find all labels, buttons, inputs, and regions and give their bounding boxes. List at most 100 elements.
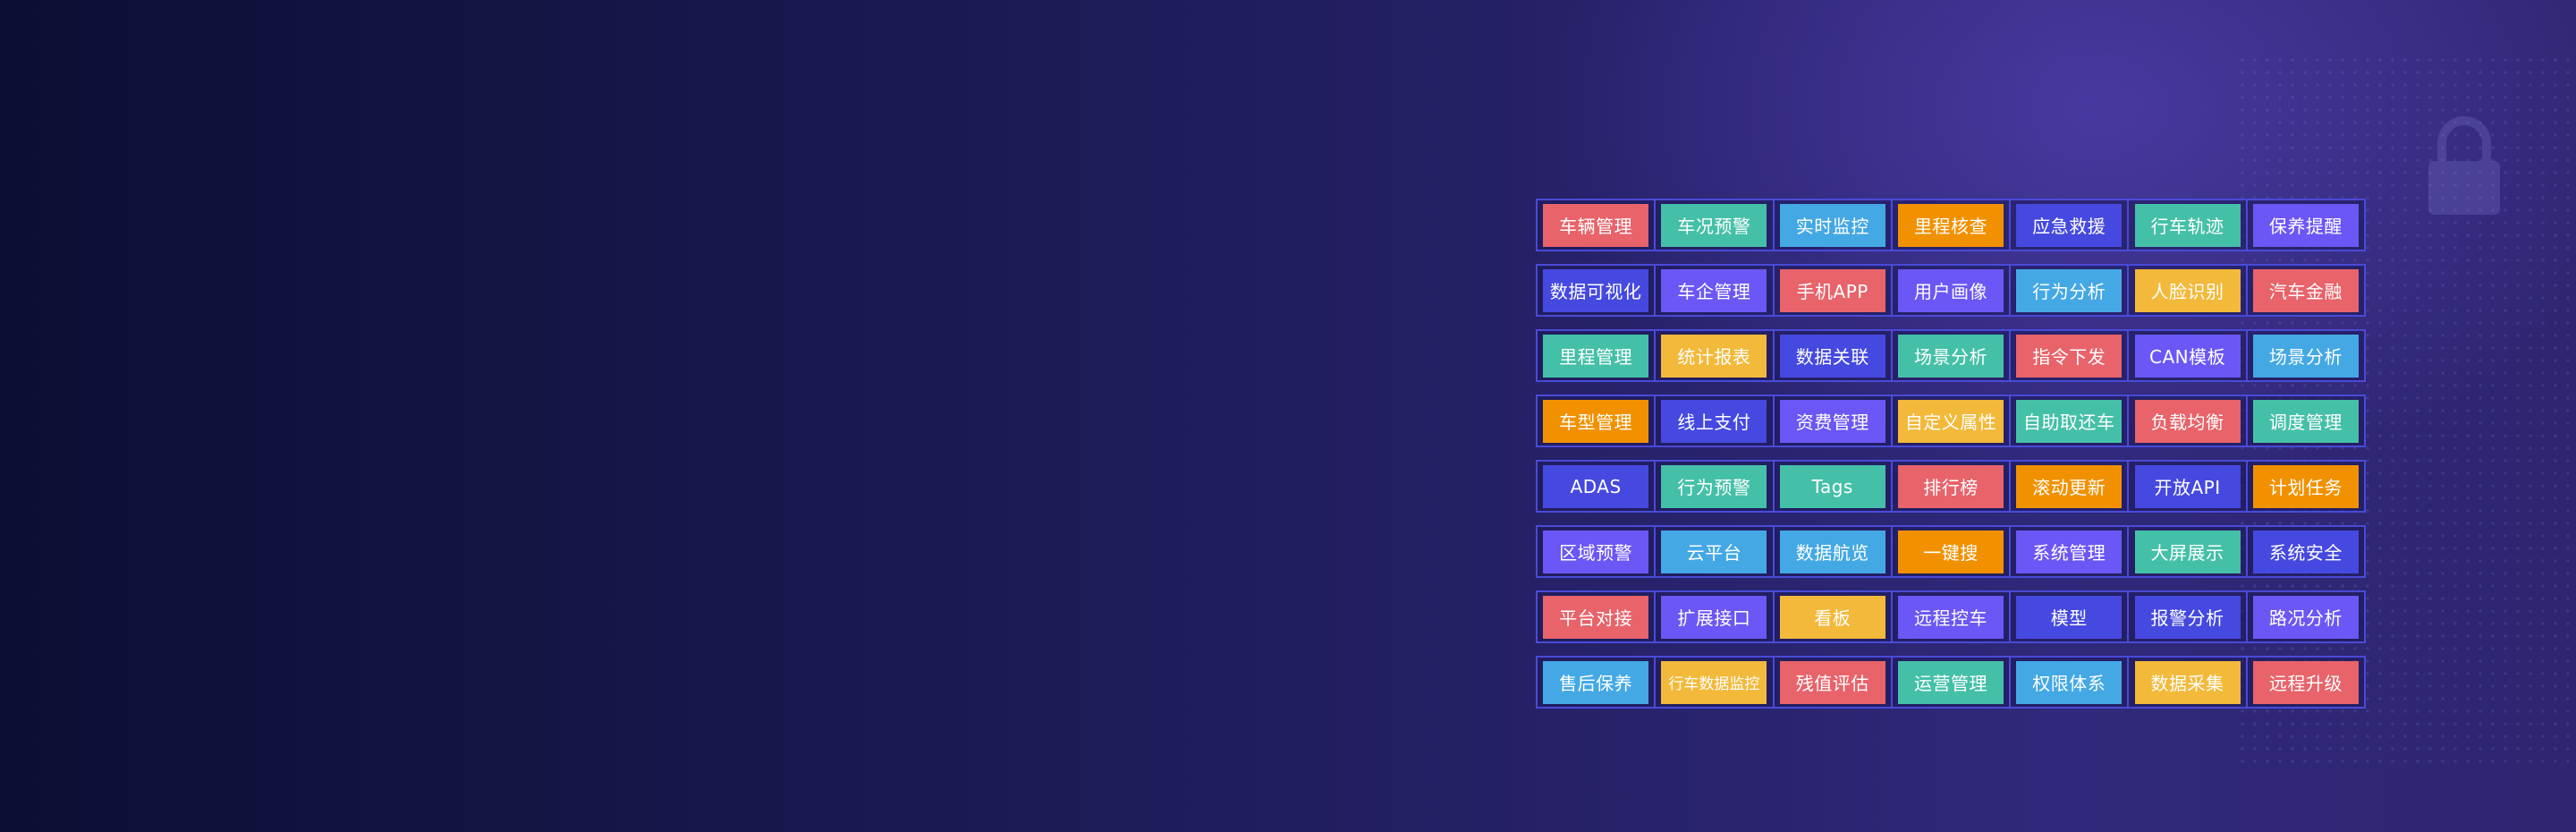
feature-tag[interactable]: CAN模板 xyxy=(2134,334,2241,378)
feature-cell: 区域预警 xyxy=(1538,527,1657,576)
feature-tag[interactable]: 资费管理 xyxy=(1779,399,1885,443)
feature-tag[interactable]: 看板 xyxy=(1779,595,1885,639)
feature-cell: 数据可视化 xyxy=(1538,266,1657,315)
feature-tag[interactable]: 售后保养 xyxy=(1543,660,1649,704)
feature-cell: ADAS xyxy=(1538,462,1657,511)
feature-tag[interactable]: 区域预警 xyxy=(1543,530,1649,573)
feature-cell: 行为分析 xyxy=(2011,266,2130,315)
feature-cell: 自定义属性 xyxy=(1893,396,2012,446)
feature-tag[interactable]: 行车数据监控 xyxy=(1661,660,1767,704)
feature-row: 车辆管理 车况预警 实时监控 里程核查 应急救援 行车轨迹 保养提醒 xyxy=(1536,199,2366,251)
feature-cell: 场景分析 xyxy=(2248,331,2364,380)
feature-tag[interactable]: 云平台 xyxy=(1661,530,1767,573)
feature-tag[interactable]: 里程管理 xyxy=(1543,334,1649,378)
feature-cell: 汽车金融 xyxy=(2248,266,2364,315)
feature-tag[interactable]: 系统安全 xyxy=(2252,530,2359,573)
feature-tag[interactable]: 实时监控 xyxy=(1779,203,1885,247)
feature-tag[interactable]: 平台对接 xyxy=(1543,595,1649,639)
feature-tag[interactable]: 扩展接口 xyxy=(1661,595,1767,639)
feature-tag[interactable]: 运营管理 xyxy=(1897,660,2004,704)
feature-tag[interactable]: 汽车金融 xyxy=(2252,268,2359,312)
feature-cell: 车况预警 xyxy=(1656,200,1775,250)
feature-cell: 负载均衡 xyxy=(2129,396,2248,446)
feature-tag[interactable]: Tags xyxy=(1779,464,1885,508)
feature-cell: 大屏展示 xyxy=(2129,527,2248,576)
feature-tag[interactable]: 路况分析 xyxy=(2252,595,2359,639)
feature-tag[interactable]: 一键搜 xyxy=(1897,530,2004,573)
feature-tag[interactable]: 残值评估 xyxy=(1779,660,1885,704)
feature-tag[interactable]: 行车轨迹 xyxy=(2134,203,2241,247)
feature-row: 售后保养 行车数据监控 残值评估 运营管理 权限体系 数据采集 远程升级 xyxy=(1536,656,2366,709)
feature-cell: 售后保养 xyxy=(1538,658,1657,707)
feature-tag[interactable]: 指令下发 xyxy=(2016,334,2123,378)
feature-cell: 一键搜 xyxy=(1893,527,2012,576)
feature-tag[interactable]: 自助取还车 xyxy=(2016,399,2123,443)
feature-cell: 用户画像 xyxy=(1893,266,2012,315)
feature-tag[interactable]: 行为分析 xyxy=(2016,268,2123,312)
feature-cell: 应急救援 xyxy=(2011,200,2130,250)
feature-tag[interactable]: 数据采集 xyxy=(2134,660,2241,704)
feature-cell: 看板 xyxy=(1775,592,1893,641)
feature-tag[interactable]: 模型 xyxy=(2016,595,2123,639)
feature-tag[interactable]: ADAS xyxy=(1543,464,1649,508)
feature-cell: 手机APP xyxy=(1775,266,1893,315)
feature-tag[interactable]: 开放API xyxy=(2134,464,2241,508)
feature-tag[interactable]: 场景分析 xyxy=(2252,334,2359,378)
feature-tag[interactable]: 行为预警 xyxy=(1661,464,1767,508)
feature-row: 车型管理 线上支付 资费管理 自定义属性 自助取还车 负载均衡 调度管理 xyxy=(1536,395,2366,447)
feature-row: 区域预警 云平台 数据航览 一键搜 系统管理 大屏展示 系统安全 xyxy=(1536,525,2366,578)
feature-tag[interactable]: 排行榜 xyxy=(1897,464,2004,508)
feature-cell: 调度管理 xyxy=(2248,396,2364,446)
feature-cell: 远程控车 xyxy=(1893,592,2012,641)
feature-tag[interactable]: 保养提醒 xyxy=(2252,203,2359,247)
feature-cell: 滚动更新 xyxy=(2011,462,2130,511)
feature-tag[interactable]: 报警分析 xyxy=(2134,595,2241,639)
feature-cell: 自助取还车 xyxy=(2011,396,2130,446)
feature-tag[interactable]: 手机APP xyxy=(1779,268,1885,312)
feature-tag[interactable]: 大屏展示 xyxy=(2134,530,2241,573)
feature-tag[interactable]: 场景分析 xyxy=(1897,334,2004,378)
feature-tag[interactable]: 里程核查 xyxy=(1897,203,2004,247)
feature-tag[interactable]: 车况预警 xyxy=(1661,203,1767,247)
feature-row: 数据可视化 车企管理 手机APP 用户画像 行为分析 人脸识别 汽车金融 xyxy=(1536,264,2366,317)
feature-tag[interactable]: 远程控车 xyxy=(1897,595,2004,639)
feature-grid: 车辆管理 车况预警 实时监控 里程核查 应急救援 行车轨迹 保养提醒 数据可视化 车企管理 手机A… xyxy=(1536,199,2366,721)
feature-cell: 系统安全 xyxy=(2248,527,2364,576)
feature-cell: 保养提醒 xyxy=(2248,200,2364,250)
feature-tag[interactable]: 线上支付 xyxy=(1661,399,1767,443)
feature-tag[interactable]: 自定义属性 xyxy=(1897,399,2004,443)
feature-cell: 云平台 xyxy=(1656,527,1775,576)
feature-tag[interactable]: 车企管理 xyxy=(1661,268,1767,312)
feature-tag[interactable]: 调度管理 xyxy=(2252,399,2359,443)
feature-cell: 报警分析 xyxy=(2129,592,2248,641)
feature-tag[interactable]: 数据可视化 xyxy=(1543,268,1649,312)
feature-cell: 系统管理 xyxy=(2011,527,2130,576)
feature-cell: 残值评估 xyxy=(1775,658,1893,707)
feature-tag[interactable]: 应急救援 xyxy=(2016,203,2123,247)
feature-tag[interactable]: 远程升级 xyxy=(2252,660,2359,704)
feature-cell: 场景分析 xyxy=(1893,331,2012,380)
feature-tag[interactable]: 车型管理 xyxy=(1543,399,1649,443)
feature-cell: 扩展接口 xyxy=(1656,592,1775,641)
feature-tag[interactable]: 滚动更新 xyxy=(2016,464,2123,508)
lock-icon xyxy=(2428,116,2500,215)
feature-tag[interactable]: 权限体系 xyxy=(2016,660,2123,704)
feature-cell: 数据关联 xyxy=(1775,331,1893,380)
feature-tag[interactable]: 系统管理 xyxy=(2016,530,2123,573)
feature-tag[interactable]: 车辆管理 xyxy=(1543,203,1649,247)
feature-cell: 数据航览 xyxy=(1775,527,1893,576)
feature-cell: 里程管理 xyxy=(1538,331,1657,380)
feature-tag[interactable]: 数据航览 xyxy=(1779,530,1885,573)
feature-tag[interactable]: 计划任务 xyxy=(2252,464,2359,508)
feature-cell: 平台对接 xyxy=(1538,592,1657,641)
feature-cell: 运营管理 xyxy=(1893,658,2012,707)
feature-cell: 统计报表 xyxy=(1656,331,1775,380)
feature-tag[interactable]: 用户画像 xyxy=(1897,268,2004,312)
feature-cell: 资费管理 xyxy=(1775,396,1893,446)
feature-row: 里程管理 统计报表 数据关联 场景分析 指令下发 CAN模板 场景分析 xyxy=(1536,329,2366,382)
feature-tag[interactable]: 人脸识别 xyxy=(2134,268,2241,312)
feature-cell: 排行榜 xyxy=(1893,462,2012,511)
feature-tag[interactable]: 负载均衡 xyxy=(2134,399,2241,443)
feature-tag[interactable]: 统计报表 xyxy=(1661,334,1767,378)
feature-tag[interactable]: 数据关联 xyxy=(1779,334,1885,378)
